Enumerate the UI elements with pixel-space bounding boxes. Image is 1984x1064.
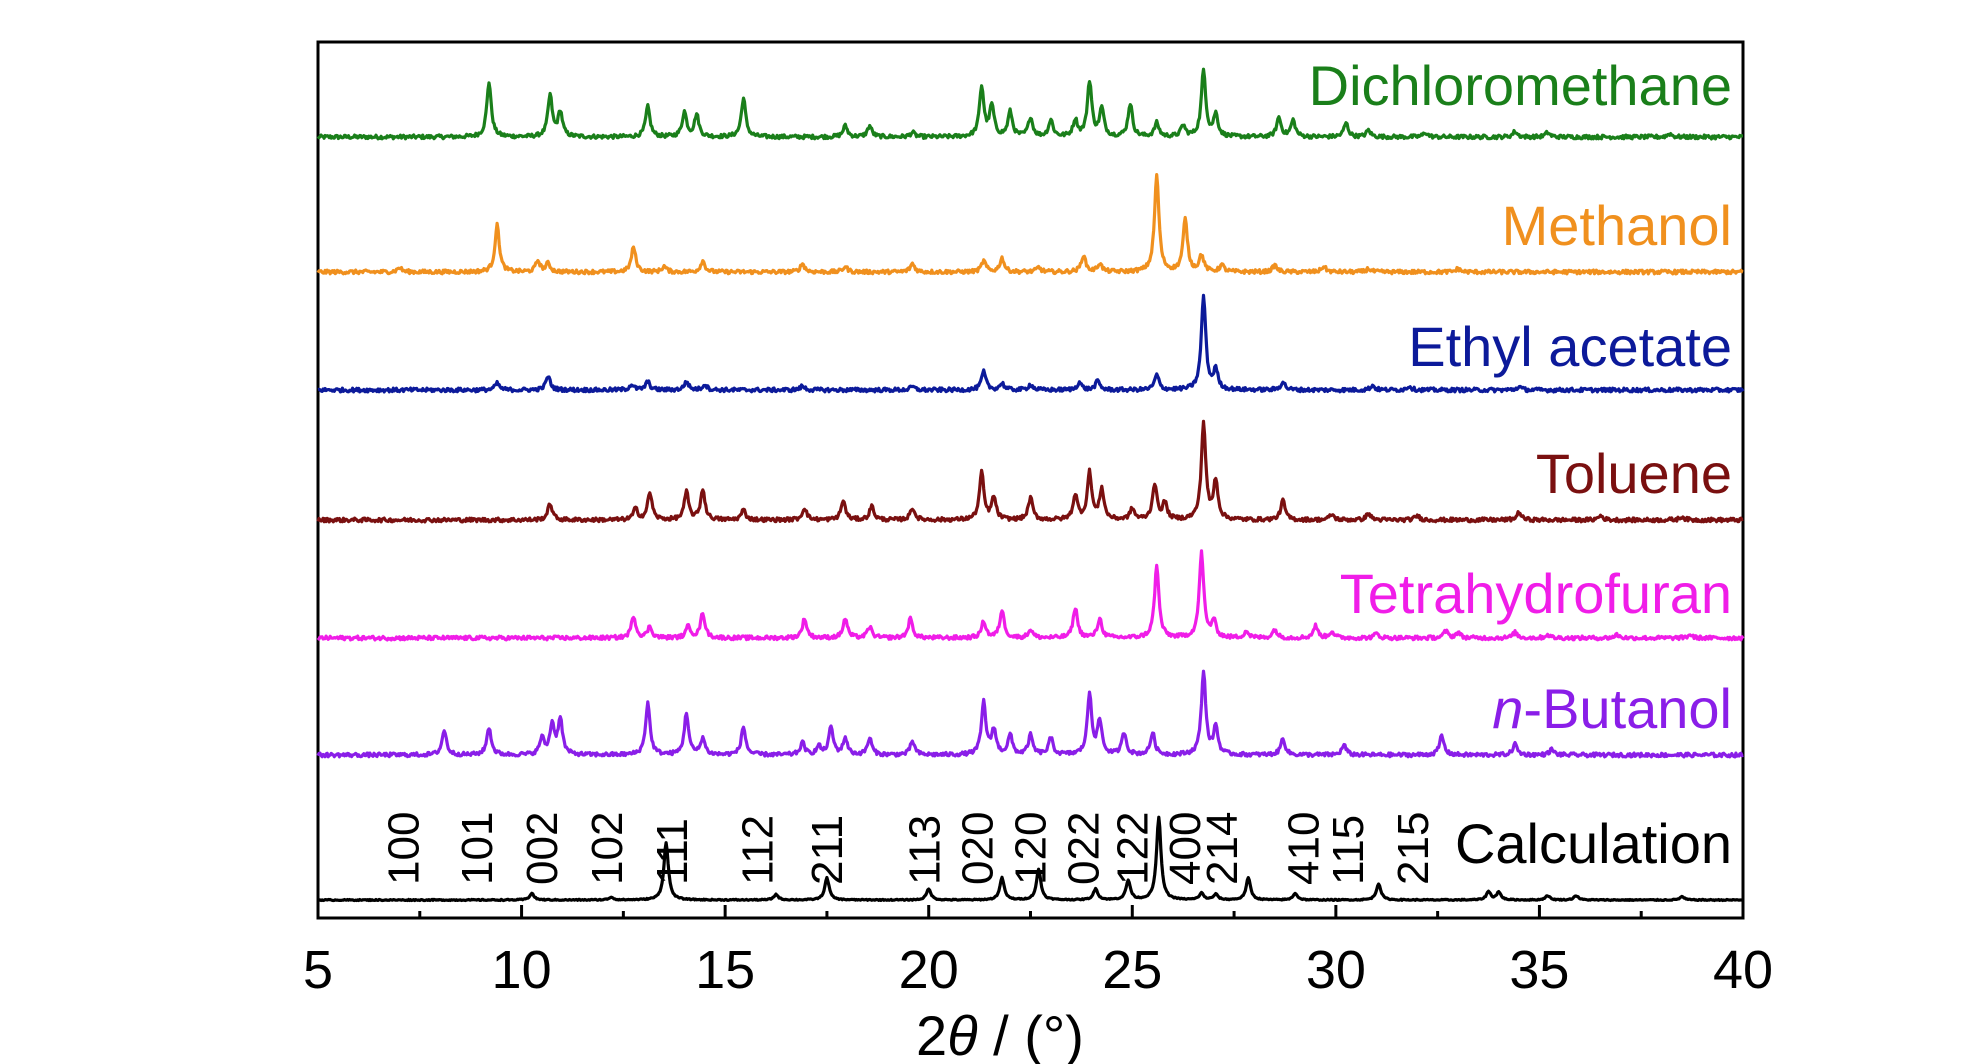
x-tick-label-15: 15	[695, 940, 755, 1000]
reflection-label-020: 020	[954, 812, 1003, 885]
series-label-calculation: Calculation	[1455, 812, 1732, 875]
series-label-n-butanol: n-Butanol	[1492, 677, 1732, 740]
plot-frame	[316, 40, 1745, 920]
reflection-label-120: 120	[1007, 812, 1056, 885]
x-axis-title: 2θ / (°)	[916, 1004, 1084, 1064]
x-tick-label-20: 20	[899, 940, 959, 1000]
series-calculation	[317, 815, 1744, 903]
series-methanol	[316, 173, 1744, 276]
reflection-label-100: 100	[380, 812, 429, 885]
reflection-label-002: 002	[518, 812, 567, 885]
reflection-label-215: 215	[1389, 812, 1438, 885]
series-toluene	[316, 419, 1744, 524]
reflection-layer: 100 101 002 102 111 112 211 113 020 120 022 122 4002…	[380, 812, 1439, 885]
series-label-toluene: Toluene	[1536, 442, 1732, 505]
reflection-label-115: 115	[1324, 815, 1373, 885]
x-axis: 5 10 15 20 25 30 35 40	[303, 905, 1773, 1000]
x-axis-title-symbol: θ	[947, 1004, 977, 1064]
x-tick-label-30: 30	[1306, 940, 1366, 1000]
series-n-butanol	[316, 669, 1744, 759]
reflection-label-111: 111	[648, 818, 697, 885]
x-tick-label-5: 5	[303, 940, 333, 1000]
reflection-label-101: 101	[453, 812, 502, 885]
reflection-label-410: 410	[1279, 812, 1328, 885]
series-label-italic-part: n	[1492, 677, 1523, 740]
series-label-rest-part: -Butanol	[1523, 677, 1732, 740]
x-tick-label-10: 10	[492, 940, 552, 1000]
reflection-label-122: 122	[1108, 812, 1157, 885]
series-layer: Dichloromethane Methanol Ethyl acetate Tolu…	[316, 54, 1745, 903]
series-label-ethyl-acetate: Ethyl acetate	[1408, 315, 1732, 378]
x-tick-label-40: 40	[1713, 940, 1773, 1000]
series-label-tetrahydrofuran: Tetrahydrofuran	[1340, 562, 1732, 625]
reflection-label-211: 211	[803, 815, 852, 885]
x-axis-title-number: 2	[916, 1004, 947, 1064]
series-tetrahydrofuran	[316, 549, 1745, 642]
reflection-label-214: 214	[1198, 812, 1247, 885]
x-axis-title-rest: / (°)	[978, 1004, 1084, 1064]
x-tick-label-25: 25	[1102, 940, 1162, 1000]
series-dichloromethane	[316, 67, 1744, 141]
reflection-label-022: 022	[1059, 812, 1108, 885]
series-label-dichloromethane: Dichloromethane	[1309, 54, 1732, 117]
reflection-label-113: 113	[901, 815, 950, 885]
reflection-label-400: 400	[1161, 812, 1210, 885]
reflection-label-102: 102	[583, 812, 632, 885]
series-label-methanol: Methanol	[1502, 194, 1732, 257]
reflection-label-112: 112	[734, 815, 783, 885]
series-ethyl-acetate	[317, 293, 1745, 394]
x-tick-label-35: 35	[1509, 940, 1569, 1000]
